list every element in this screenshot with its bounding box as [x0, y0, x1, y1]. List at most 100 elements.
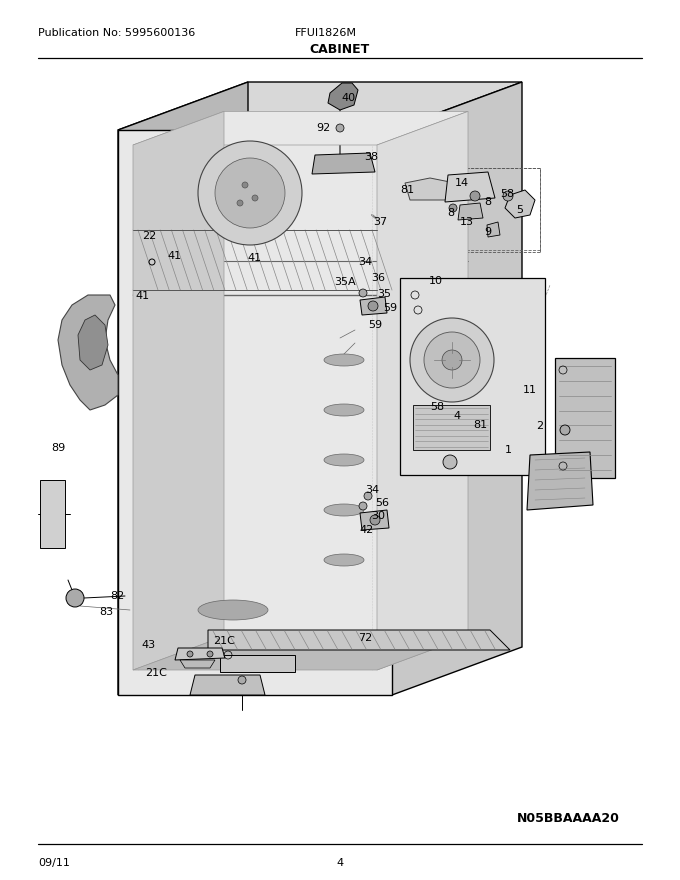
Ellipse shape — [324, 504, 364, 516]
Circle shape — [470, 191, 480, 201]
Text: 35A: 35A — [334, 277, 356, 287]
Text: 72: 72 — [358, 633, 372, 643]
Polygon shape — [180, 660, 215, 668]
Text: 1: 1 — [505, 445, 511, 455]
Text: 43: 43 — [141, 640, 155, 650]
Circle shape — [215, 158, 285, 228]
Text: 41: 41 — [248, 253, 262, 263]
Text: 38: 38 — [364, 152, 378, 162]
Text: 5: 5 — [517, 205, 524, 215]
Text: 81: 81 — [400, 185, 414, 195]
Polygon shape — [118, 82, 522, 130]
Text: 4: 4 — [454, 411, 460, 421]
Text: 11: 11 — [523, 385, 537, 395]
Circle shape — [449, 204, 457, 212]
Text: 42: 42 — [360, 525, 374, 535]
Polygon shape — [377, 112, 468, 670]
Polygon shape — [40, 480, 65, 548]
Text: 59: 59 — [383, 303, 397, 313]
Ellipse shape — [324, 404, 364, 416]
Text: 34: 34 — [365, 485, 379, 495]
Polygon shape — [392, 82, 522, 695]
Circle shape — [410, 318, 494, 402]
Circle shape — [66, 589, 84, 607]
Polygon shape — [175, 648, 225, 660]
Text: 9: 9 — [484, 227, 492, 237]
Text: 58: 58 — [500, 189, 514, 199]
Polygon shape — [118, 130, 392, 695]
Ellipse shape — [324, 554, 364, 566]
Polygon shape — [555, 358, 615, 478]
Polygon shape — [312, 153, 375, 174]
Polygon shape — [118, 82, 248, 695]
Circle shape — [242, 182, 248, 188]
Text: 92: 92 — [316, 123, 330, 133]
Circle shape — [443, 455, 457, 469]
Polygon shape — [220, 655, 295, 672]
Circle shape — [207, 651, 213, 657]
Polygon shape — [505, 190, 535, 218]
Text: 89: 89 — [51, 443, 65, 453]
Text: 37: 37 — [373, 217, 387, 227]
Text: 13: 13 — [460, 217, 474, 227]
Ellipse shape — [198, 600, 268, 620]
Text: 22: 22 — [142, 231, 156, 241]
Text: 82: 82 — [110, 591, 124, 601]
Polygon shape — [58, 295, 118, 410]
Text: 34: 34 — [358, 257, 372, 267]
Text: 14: 14 — [455, 178, 469, 188]
Polygon shape — [328, 83, 358, 110]
Text: 21C: 21C — [145, 668, 167, 678]
Polygon shape — [405, 178, 455, 200]
Text: 8: 8 — [484, 197, 492, 207]
Polygon shape — [78, 315, 108, 370]
Text: 4: 4 — [337, 858, 343, 868]
Text: CABINET: CABINET — [310, 43, 370, 56]
Circle shape — [237, 200, 243, 206]
Text: 56: 56 — [375, 498, 389, 508]
Circle shape — [368, 301, 378, 311]
Text: 09/11: 09/11 — [38, 858, 70, 868]
Text: 40: 40 — [341, 93, 355, 103]
Circle shape — [560, 425, 570, 435]
Polygon shape — [360, 510, 389, 530]
Circle shape — [252, 195, 258, 201]
Polygon shape — [487, 222, 500, 237]
Text: FFUI1826M: FFUI1826M — [295, 28, 357, 38]
Polygon shape — [208, 630, 510, 650]
Polygon shape — [133, 112, 468, 145]
Circle shape — [503, 191, 513, 201]
Polygon shape — [360, 297, 387, 315]
Polygon shape — [133, 112, 224, 670]
Text: N05BBAAAA20: N05BBAAAA20 — [517, 812, 620, 825]
Polygon shape — [527, 452, 593, 510]
Ellipse shape — [324, 354, 364, 366]
Text: 81: 81 — [473, 420, 487, 430]
Circle shape — [442, 350, 462, 370]
Polygon shape — [445, 172, 495, 202]
Polygon shape — [133, 636, 468, 670]
Ellipse shape — [324, 454, 364, 466]
Circle shape — [370, 515, 380, 525]
Text: 41: 41 — [135, 291, 149, 301]
Polygon shape — [413, 405, 490, 450]
Circle shape — [424, 332, 480, 388]
Polygon shape — [400, 278, 545, 475]
Circle shape — [359, 502, 367, 510]
Text: 21C: 21C — [213, 636, 235, 646]
Text: 41: 41 — [168, 251, 182, 261]
Polygon shape — [458, 203, 483, 220]
Text: 58: 58 — [430, 402, 444, 412]
Circle shape — [238, 676, 246, 684]
Circle shape — [187, 651, 193, 657]
Text: 2: 2 — [537, 421, 543, 431]
Circle shape — [359, 289, 367, 297]
Text: 59: 59 — [368, 320, 382, 330]
Polygon shape — [190, 675, 265, 695]
Text: 36: 36 — [371, 273, 385, 283]
Text: 35: 35 — [377, 289, 391, 299]
Circle shape — [364, 492, 372, 500]
Text: Publication No: 5995600136: Publication No: 5995600136 — [38, 28, 195, 38]
Text: 83: 83 — [99, 607, 113, 617]
Circle shape — [336, 124, 344, 132]
